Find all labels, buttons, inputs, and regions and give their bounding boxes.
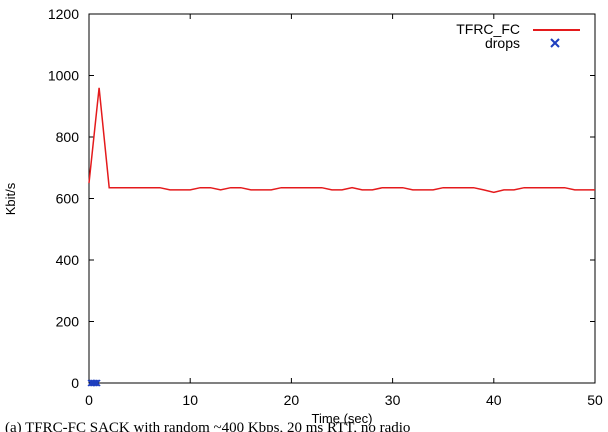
legend-marker-drops <box>550 38 560 48</box>
drop-point <box>92 379 100 387</box>
x-tick-label: 30 <box>385 392 401 408</box>
legend-label-drops: drops <box>485 35 520 51</box>
y-tick-label: 1000 <box>48 68 79 84</box>
y-tick-label: 0 <box>71 375 79 391</box>
x-axis-label: Time (sec) <box>312 411 373 426</box>
x-tick-label: 50 <box>587 392 603 408</box>
figure-caption: (a) TFRC-FC SACK with random ~400 Kbps, … <box>5 420 410 432</box>
series-layer <box>87 87 595 387</box>
y-tick-label: 1200 <box>48 6 79 22</box>
y-tick-label: 800 <box>56 129 80 145</box>
y-tick-label: 400 <box>56 252 80 268</box>
x-tick-label: 20 <box>284 392 300 408</box>
plot-frame <box>88 13 596 384</box>
x-tick-label: 40 <box>486 392 502 408</box>
x-axis: 0 10 20 30 40 50 <box>85 14 603 408</box>
legend: TFRC_FC drops <box>456 21 580 51</box>
x-tick-label: 0 <box>85 392 93 408</box>
y-tick-label: 600 <box>56 191 80 207</box>
series-line-tfrc-fc <box>88 87 595 194</box>
legend-label-tfrc-fc: TFRC_FC <box>456 21 520 37</box>
y-axis: 0 200 400 600 800 1000 1200 <box>48 6 595 391</box>
y-tick-label: 200 <box>56 314 80 330</box>
y-axis-label: Kbit/s <box>3 182 18 215</box>
x-tick-label: 10 <box>182 392 198 408</box>
drop-point <box>93 379 101 387</box>
